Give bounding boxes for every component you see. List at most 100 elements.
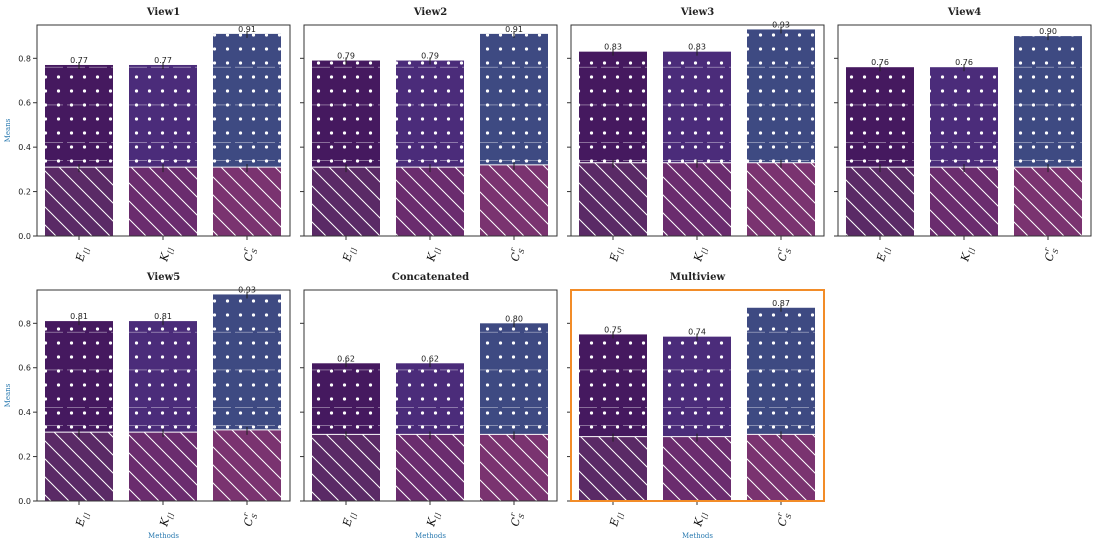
x-tick-label: K[] (958, 247, 977, 264)
x-tick-label: K[] (691, 247, 710, 264)
category-main: K (691, 516, 706, 529)
bar-inner-hatch (480, 164, 548, 236)
bar-inner-hatch (747, 162, 815, 236)
x-tick-label: E[] (607, 247, 626, 264)
category-main: K (157, 251, 172, 264)
value-label: 0.77 (70, 56, 88, 65)
bar-inner-hatch (579, 436, 647, 501)
category-sub: [] (433, 247, 442, 255)
x-tick-label: Cr S (1042, 246, 1060, 263)
axes-frame (837, 24, 1092, 237)
category-main: K (424, 251, 439, 264)
value-label: 0.62 (421, 354, 439, 363)
x-tick-label: E[] (874, 247, 893, 264)
value-label: 0.83 (604, 43, 622, 52)
panel-title: Concatenated (392, 272, 469, 283)
value-label: 0.76 (871, 58, 889, 67)
panel-view5: View50.00.20.40.60.80.81E[]0.81K[]0.93Cr… (4, 272, 291, 540)
bar-inner-hatch (663, 436, 731, 501)
y-tick-label: 0.0 (18, 497, 31, 506)
bar-inner-hatch (579, 162, 647, 236)
value-label: 0.75 (604, 325, 622, 334)
x-tick-label: E[] (340, 247, 359, 264)
y-tick-label: 0.6 (18, 364, 31, 373)
bar-inner-hatch (213, 429, 281, 501)
category-sub: S (250, 248, 259, 255)
bar-inner-hatch (1014, 167, 1082, 236)
panel-title: View4 (947, 7, 981, 18)
bar-inner-hatch (312, 167, 380, 236)
value-label: 0.79 (337, 52, 355, 61)
axes-frame (36, 289, 291, 502)
category-main: E (73, 517, 88, 529)
category-main: C (508, 251, 523, 263)
value-label: 0.91 (238, 25, 256, 34)
axes-frame (303, 24, 558, 237)
y-tick-label: 0.8 (18, 319, 31, 328)
category-sup: r (242, 511, 251, 517)
category-main: C (775, 516, 790, 528)
bar-inner-hatch (930, 167, 998, 236)
axes-frame (570, 24, 825, 237)
category-sub: [] (349, 247, 358, 255)
category-sup: r (509, 246, 518, 252)
value-label: 0.76 (955, 58, 973, 67)
y-tick-label: 0.6 (18, 99, 31, 108)
panel-title: View5 (146, 272, 180, 283)
category-sub: S (784, 248, 793, 255)
category-main: E (607, 252, 622, 264)
y-tick-label: 0.4 (18, 408, 31, 417)
x-tick-label: E[] (607, 512, 626, 529)
category-sub: [] (883, 247, 892, 255)
category-sup: r (509, 511, 518, 517)
x-tick-label: Cr S (241, 246, 259, 263)
category-sup: r (242, 246, 251, 252)
bar-inner-hatch (480, 434, 548, 501)
x-tick-label: E[] (73, 247, 92, 264)
highlight-frame (570, 289, 825, 502)
category-main: E (874, 252, 889, 264)
bar-inner-hatch (396, 434, 464, 501)
x-axis-label: Methods (415, 532, 446, 540)
category-main: K (157, 516, 172, 529)
category-sub: [] (166, 247, 175, 255)
category-main: K (424, 516, 439, 529)
x-tick-label: E[] (340, 512, 359, 529)
bar-inner-hatch (45, 432, 113, 501)
value-label: 0.87 (772, 299, 790, 308)
category-sub: S (784, 513, 793, 520)
x-tick-label: K[] (157, 247, 176, 264)
bar-inner-hatch (45, 167, 113, 236)
category-main: C (1042, 251, 1057, 263)
category-sub: [] (82, 512, 91, 520)
category-main: C (241, 251, 256, 263)
value-label: 0.77 (154, 56, 172, 65)
category-main: E (340, 252, 355, 264)
value-label: 0.74 (688, 328, 706, 337)
y-axis-label: Means (4, 118, 12, 142)
category-sub: S (517, 248, 526, 255)
y-axis-label: Means (4, 383, 12, 407)
category-sub: [] (967, 247, 976, 255)
value-label: 0.90 (1039, 27, 1057, 36)
category-sub: [] (433, 512, 442, 520)
axes-frame (36, 24, 291, 237)
category-sub: [] (616, 247, 625, 255)
category-main: C (508, 516, 523, 528)
panel-title: Multiview (670, 272, 726, 283)
bar-inner-hatch (129, 432, 197, 501)
category-sub: [] (166, 512, 175, 520)
category-main: C (241, 516, 256, 528)
x-tick-label: K[] (424, 247, 443, 264)
category-sup: r (776, 511, 785, 517)
category-main: E (340, 517, 355, 529)
x-tick-label: K[] (691, 512, 710, 529)
category-sub: [] (349, 512, 358, 520)
value-label: 0.62 (337, 354, 355, 363)
y-tick-label: 0.4 (18, 143, 31, 152)
category-sup: r (776, 246, 785, 252)
